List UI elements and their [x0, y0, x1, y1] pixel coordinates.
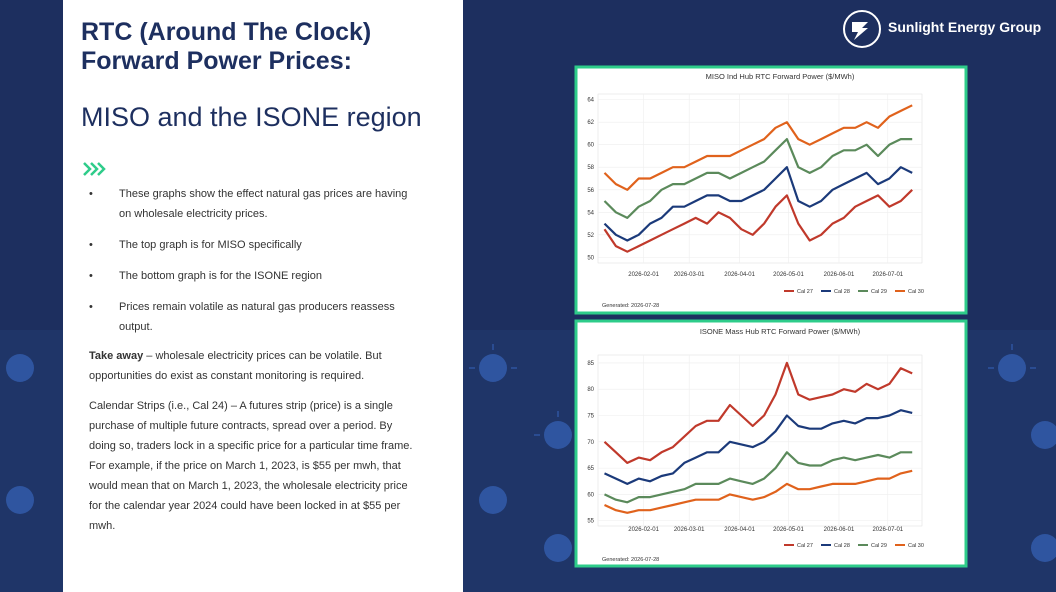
chevrons-icon: [83, 162, 106, 176]
chart-title: ISONE Mass Hub RTC Forward Power ($/MWh): [700, 327, 861, 336]
plot-area: [597, 354, 923, 527]
legend-label: Cal 28: [834, 289, 850, 295]
y-tick-label: 56: [587, 188, 594, 194]
logo-text: Sunlight Energy Group: [888, 19, 1042, 35]
y-tick-label: 58: [587, 165, 594, 171]
x-tick-label: 2026-05-01: [773, 527, 804, 533]
bullet: The top graph is for MISO specifically: [89, 235, 419, 255]
legend-label: Cal 30: [908, 543, 924, 549]
y-tick-label: 65: [587, 466, 594, 472]
y-tick-label: 60: [587, 143, 594, 149]
paragraph-text: – wholesale electricity prices can be vo…: [89, 350, 382, 382]
logo-mark: [852, 22, 868, 40]
x-tick-label: 2026-03-01: [674, 527, 705, 533]
x-tick-label: 2026-03-01: [674, 272, 705, 278]
slide-subtitle: MISO and the ISONE region: [81, 102, 422, 132]
title-line: Forward Power Prices:: [81, 47, 352, 75]
chart-footnote: Generated: 2026-07-28: [602, 303, 659, 309]
bullet: The bottom graph is for the ISONE region: [89, 266, 419, 286]
series-line: [603, 138, 913, 219]
chart-footnote: Generated: 2026-07-28: [602, 557, 659, 563]
chart-title: MISO Ind Hub RTC Forward Power ($/MWh): [706, 72, 855, 81]
series-line: [603, 189, 913, 253]
x-tick-label: 2026-04-01: [724, 272, 755, 278]
bold-lead: Take away: [89, 350, 144, 362]
legend-label: Cal 27: [797, 289, 813, 295]
y-tick-label: 62: [587, 120, 594, 126]
x-tick-label: 2026-06-01: [824, 272, 855, 278]
title-line: RTC (Around The Clock): [81, 18, 372, 46]
slide-title: RTC (Around The Clock) Forward Power Pri…: [81, 18, 371, 76]
x-tick-label: 2026-07-01: [872, 272, 903, 278]
text-panel: RTC (Around The Clock) Forward Power Pri…: [63, 0, 463, 592]
x-tick-label: 2026-05-01: [773, 272, 804, 278]
plot-area: [597, 93, 923, 264]
x-tick-label: 2026-04-01: [724, 527, 755, 533]
bullet-list: These graphs show the effect natural gas…: [89, 184, 419, 348]
series-line: [604, 469, 913, 514]
legend-label: Cal 29: [871, 289, 887, 295]
y-tick-label: 50: [587, 255, 594, 261]
y-tick-label: 55: [587, 519, 594, 525]
y-tick-label: 54: [587, 210, 594, 216]
paragraph: Calendar Strips (i.e., Cal 24) – A futur…: [89, 400, 413, 532]
series-line: [604, 409, 913, 485]
y-tick-label: 64: [587, 98, 594, 104]
paragraph: Take away – wholesale electricity prices…: [89, 346, 419, 386]
bullet: These graphs show the effect natural gas…: [89, 184, 419, 224]
x-tick-label: 2026-02-01: [628, 527, 659, 533]
x-tick-label: 2026-07-01: [872, 527, 903, 533]
y-tick-label: 52: [587, 233, 594, 239]
y-tick-label: 85: [587, 361, 594, 367]
legend-label: Cal 28: [834, 543, 850, 549]
series-line: [603, 166, 913, 242]
y-tick-label: 80: [587, 387, 594, 393]
series-line: [603, 104, 913, 191]
y-tick-label: 75: [587, 414, 594, 420]
x-tick-label: 2026-02-01: [628, 272, 659, 278]
chart-frame: [574, 319, 968, 568]
series-line: [603, 361, 913, 464]
sunbursts: [6, 354, 1056, 562]
y-tick-label: 60: [587, 492, 594, 498]
legend-label: Cal 30: [908, 289, 924, 295]
y-tick-label: 70: [587, 440, 594, 446]
legend-label: Cal 27: [797, 543, 813, 549]
series-line: [604, 451, 913, 504]
x-tick-label: 2026-06-01: [824, 527, 855, 533]
bullet: Prices remain volatile as natural gas pr…: [89, 297, 419, 337]
legend-label: Cal 29: [871, 543, 887, 549]
logo-ring: [843, 10, 881, 48]
